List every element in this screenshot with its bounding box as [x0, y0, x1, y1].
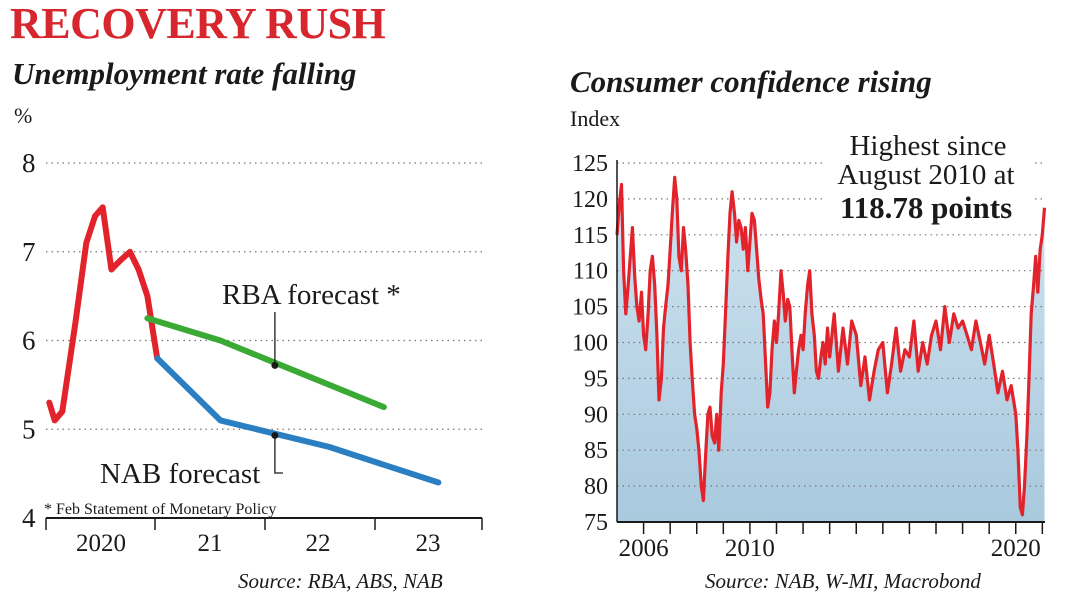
right-y-tick-label: 120 — [572, 187, 608, 213]
actual-line — [46, 204, 161, 424]
right-chart-title: Consumer confidence rising — [570, 64, 932, 99]
right-y-tick-label: 95 — [584, 366, 608, 392]
confidence-line — [615, 175, 1047, 517]
left-y-tick-label: 5 — [22, 414, 36, 444]
right-y-tick-label: 90 — [584, 402, 608, 428]
right-x-tick-label: 2006 — [619, 535, 669, 562]
left-x-tick-label: 2020 — [76, 530, 126, 557]
right-y-unit: Index — [570, 106, 621, 131]
left-chart-title: Unemployment rate falling — [12, 56, 357, 91]
right-y-tick-label: 100 — [572, 331, 608, 357]
annotation-line-2: August 2010 at — [837, 159, 1014, 191]
left-y-tick-label: 8 — [22, 148, 36, 178]
left-x-tick-label: 22 — [306, 530, 331, 557]
right-source: Source: NAB, W-MI, Macrobond — [705, 569, 981, 593]
left-y-tick-label: 7 — [22, 237, 36, 267]
right-y-tick-label: 115 — [573, 223, 608, 249]
annotation-line-3: 118.78 points — [840, 190, 1012, 225]
right-y-tick-label: 110 — [573, 259, 608, 285]
nab-marker — [271, 431, 279, 439]
right-y-tick-label: 105 — [572, 295, 608, 321]
right-x-tick-label: 2020 — [991, 535, 1041, 562]
rba-forecast-line — [144, 315, 387, 411]
left-x-tick-label: 21 — [198, 530, 223, 557]
right-y-tick-label: 80 — [584, 474, 608, 500]
nab-forecast-label: NAB forecast — [100, 458, 260, 490]
annotation-line-1: Highest since — [849, 130, 1006, 162]
right-y-tick-label: 75 — [584, 510, 608, 536]
right-y-tick-label: 85 — [584, 438, 608, 464]
rba-marker — [271, 361, 279, 369]
annotation-background — [824, 128, 1032, 226]
left-y-tick-label: 6 — [22, 326, 36, 356]
left-source: Source: RBA, ABS, NAB — [238, 569, 443, 593]
right-y-tick-label: 125 — [572, 151, 608, 177]
left-y-unit: % — [14, 103, 33, 128]
right-x-tick-label: 2010 — [725, 535, 775, 562]
nab-leader-line — [274, 435, 283, 474]
main-title: RECOVERY RUSH — [10, 0, 386, 48]
left-x-tick-label: 23 — [416, 530, 441, 557]
footnote: * Feb Statement of Monetary Policy — [44, 501, 276, 518]
left-y-tick-label: 4 — [22, 503, 36, 533]
nab-forecast-line — [154, 355, 442, 486]
rba-forecast-label: RBA forecast * — [222, 279, 401, 311]
